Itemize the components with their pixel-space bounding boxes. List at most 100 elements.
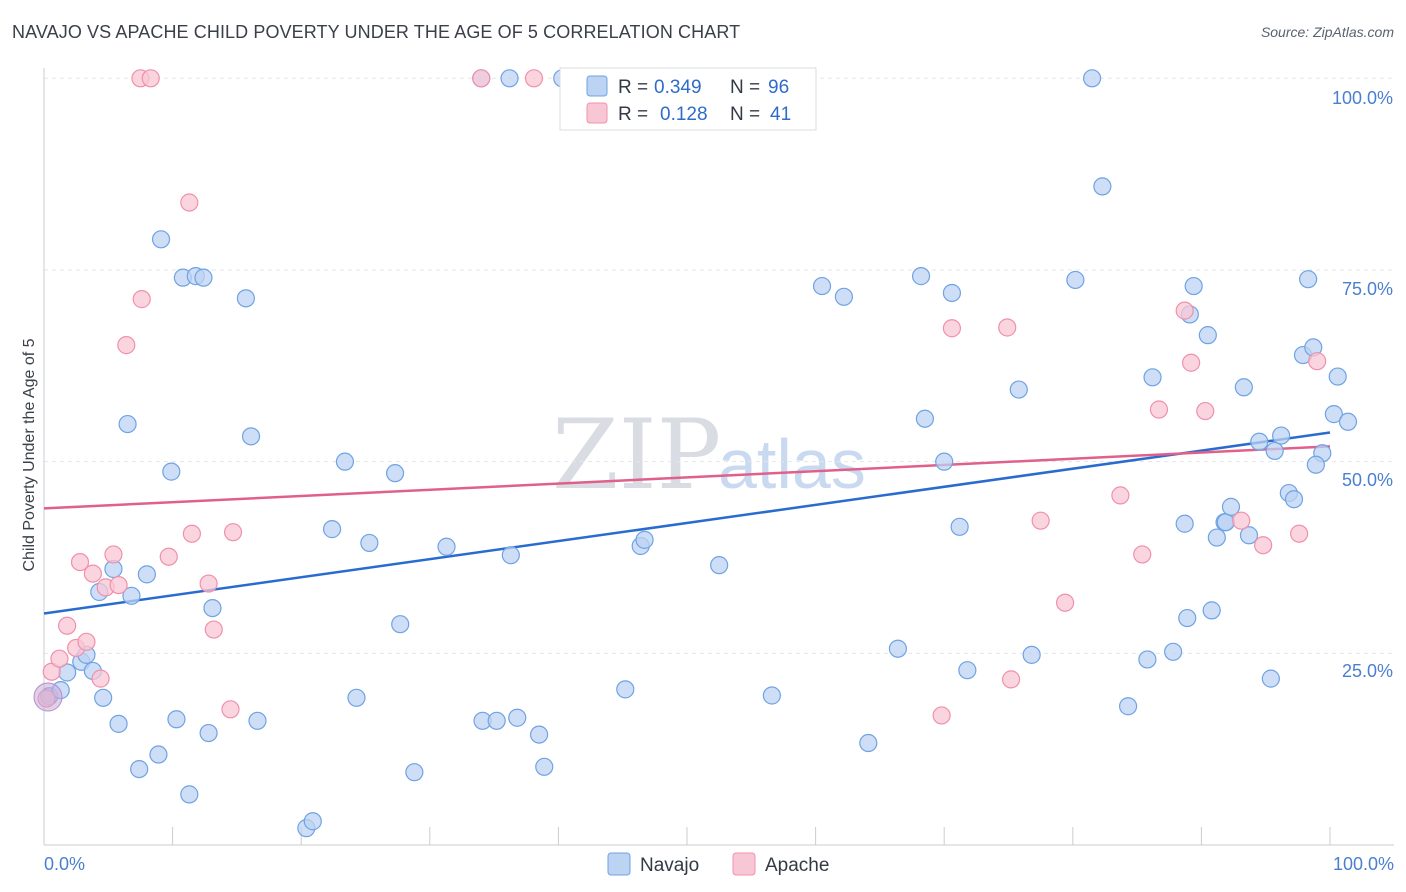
navajo-point-83 [1272,426,1291,445]
apache-point-5 [70,552,90,572]
apache-point-33 [1149,400,1169,419]
x-tick-label-0: 0.0% [44,854,85,874]
navajo-trend-group [43,431,1331,615]
navajo-point-52 [834,287,853,306]
navajo-point-36 [437,537,456,556]
navajo-point-21 [194,268,213,287]
apache-point-38 [1254,536,1273,555]
navajo-point-65 [1118,697,1138,716]
navajo-point-39 [487,711,506,730]
apache-r-label: R = [618,104,648,125]
apache-point-23 [472,69,491,88]
apache-point-19 [199,574,218,593]
apache-point-18 [182,524,201,543]
navajo-point-30 [335,452,355,471]
navajo-point-15 [151,230,171,249]
navajo-point-71 [1184,276,1203,296]
navajo-point-87 [1299,270,1318,289]
apache-point-8 [91,669,110,688]
navajo-point-44 [535,757,554,776]
axes [43,68,1394,846]
apache-point-11 [109,575,128,595]
apache-point-30 [1055,593,1075,612]
overlap-cluster-point [33,682,63,712]
navajo-point-92 [1338,412,1358,431]
navajo-point-35 [405,763,424,782]
apache-point-31 [1111,486,1130,505]
apache-point-29 [1031,511,1050,530]
navajo-point-60 [1009,380,1028,399]
y-tick-label-75: 75.0% [1342,279,1393,299]
navajo-point-9 [109,714,128,733]
navajo-point-91 [1328,367,1347,386]
navajo-point-57 [935,452,954,471]
apache-point-37 [1232,511,1251,530]
apache-trend-line [43,445,1331,510]
apache-point-40 [1308,352,1327,371]
navajo-r-label: R = [618,77,648,98]
apache-point-22 [223,523,243,542]
navajo-point-23 [203,598,222,618]
watermark-zip: ZIP [552,399,721,511]
navajo-point-93 [1306,455,1325,474]
navajo-point-48 [635,530,654,549]
x-tick-label-100: 100.0% [1333,854,1394,874]
navajo-point-13 [137,565,156,584]
navajo-point-24 [236,289,256,308]
legend-apache-swatch [732,852,756,876]
navajo-point-54 [888,639,908,658]
apache-point-6 [77,632,96,651]
navajo-point-49 [710,556,729,575]
legend-navajo-swatch [607,852,631,876]
apache-point-15 [141,69,160,88]
apache-point-14 [132,290,151,309]
source-label: Source: ZipAtlas.com [1260,24,1394,40]
apache-point-27 [998,318,1017,337]
navajo-point-34 [391,615,410,634]
apache-point-28 [1001,670,1021,689]
navajo-point-68 [1164,642,1183,661]
apache-point-10 [104,545,123,564]
navajo-point-14 [149,745,168,764]
apache-point-2 [50,649,69,668]
navajo-point-64 [1093,177,1112,196]
navajo-point-7 [94,688,113,707]
navajo-point-56 [915,409,935,428]
navajo-point-40 [500,69,519,88]
navajo-point-22 [199,723,218,743]
apache-point-7 [83,564,102,583]
navajo-point-72 [1198,326,1217,345]
apache-point-35 [1182,353,1201,372]
navajo-point-85 [1284,490,1304,509]
navajo-point-29 [322,520,342,539]
navajo-point-78 [1234,378,1253,397]
navajo-point-77 [1221,497,1241,516]
navajo-point-53 [859,733,878,753]
apache-r-value: 0.128 [660,104,708,125]
navajo-point-33 [385,464,405,483]
navajo-n-label: N = [730,77,760,98]
navajo-point-41 [501,546,520,565]
navajo-point-94 [1175,514,1194,533]
series-legend: Navajo Apache [607,852,829,876]
watermark-atlas: atlas [718,425,866,503]
apache-point-36 [1196,401,1215,421]
navajo-point-11 [122,586,141,605]
navajo-point-58 [950,517,969,536]
apache-trend-group [43,445,1331,510]
navajo-point-43 [530,725,549,744]
legend-apache-label: Apache [765,855,829,876]
navajo-points [40,69,1358,838]
apache-point-32 [1133,545,1152,564]
navajo-point-66 [1138,650,1157,669]
navajo-point-46 [616,680,635,699]
navajo-point-95 [942,283,962,303]
apache-points [33,69,1327,725]
y-axis-title: Child Poverty Under the Age of 5 [21,338,38,571]
apache-point-16 [159,547,178,566]
navajo-point-79 [1239,526,1259,545]
apache-point-20 [204,620,223,639]
navajo-trend-line [43,431,1331,615]
y-tick-label-100: 100.0% [1332,88,1393,108]
